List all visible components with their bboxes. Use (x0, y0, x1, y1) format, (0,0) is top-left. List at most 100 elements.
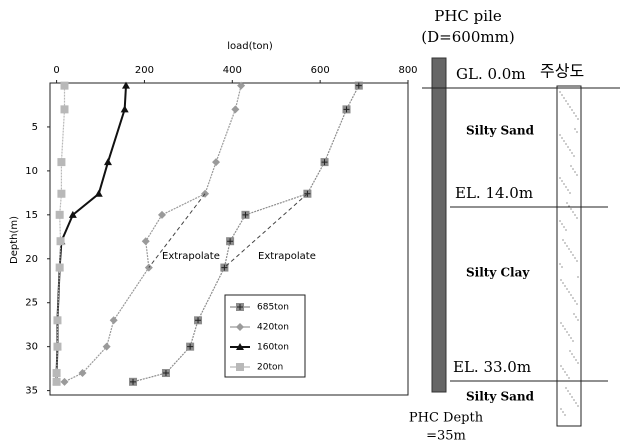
dot (576, 260, 577, 261)
dot (559, 134, 560, 135)
dot (571, 353, 572, 354)
dot (573, 112, 574, 113)
point (60, 378, 68, 386)
dot (577, 118, 578, 119)
dot (565, 387, 566, 388)
point (231, 105, 239, 113)
dot (565, 100, 566, 101)
dot (560, 279, 561, 280)
dot (572, 211, 573, 212)
dot (571, 109, 572, 110)
dot (570, 165, 571, 166)
dot (569, 350, 570, 351)
dot (574, 128, 575, 129)
level-label: EL. 33.0m (453, 358, 531, 376)
y-tick-label: 30 (25, 342, 38, 353)
log-title: 주상도 (540, 62, 584, 81)
level-label: GL. 0.0m (456, 65, 526, 83)
dot (572, 168, 573, 169)
point (57, 190, 65, 198)
dot (569, 192, 570, 193)
dot (560, 408, 561, 409)
dot (566, 202, 567, 203)
x-tick-label: 800 (398, 65, 417, 76)
dot (574, 257, 575, 258)
point (121, 105, 129, 112)
y-tick-label: 5 (32, 122, 38, 133)
x-tick-label: 0 (53, 65, 59, 76)
dot (563, 183, 564, 184)
dot (564, 285, 565, 286)
dot (566, 374, 567, 375)
dot (564, 371, 565, 372)
dot (576, 303, 577, 304)
legend-label: 420ton (257, 323, 289, 333)
y-tick-label: 10 (25, 166, 38, 177)
dot (559, 91, 560, 92)
dot (575, 316, 576, 317)
dot (573, 356, 574, 357)
boring-log (557, 86, 581, 426)
dot (569, 393, 570, 394)
dot (573, 155, 574, 156)
dot (562, 282, 563, 283)
dot (572, 297, 573, 298)
depth-title: PHC Depth (409, 411, 484, 426)
layer-label: Silty Clay (466, 266, 530, 280)
series-line (64, 86, 241, 382)
point (57, 158, 65, 166)
chart: load(ton) Depth(m) Extrapolate Extrapola… (0, 0, 621, 445)
page: {"chart_data": {"type": "line", "x_label… (0, 0, 621, 445)
dot (565, 186, 566, 187)
dot (576, 174, 577, 175)
y-tick-label: 20 (25, 254, 38, 265)
dot (561, 266, 562, 267)
legend-label: 160ton (257, 343, 289, 353)
dot (562, 411, 563, 412)
dot (575, 402, 576, 403)
dot (573, 313, 574, 314)
dot (577, 405, 578, 406)
dot (571, 396, 572, 397)
pile-title: PHC pile (434, 7, 502, 25)
dot (559, 177, 560, 178)
dot (572, 340, 573, 341)
point (57, 237, 65, 245)
dot (574, 300, 575, 301)
point (110, 316, 118, 324)
dot (562, 368, 563, 369)
point (56, 211, 64, 219)
dot (574, 214, 575, 215)
y-tick-label: 15 (25, 210, 38, 221)
dot (563, 140, 564, 141)
dot (567, 390, 568, 391)
dot (565, 229, 566, 230)
dot (560, 365, 561, 366)
y-axis-title: Depth(m) (9, 216, 20, 264)
point (104, 158, 112, 165)
level-label: EL. 14.0m (455, 184, 533, 202)
point (158, 211, 166, 219)
dot (567, 189, 568, 190)
point (53, 316, 61, 324)
dot (575, 115, 576, 116)
dot (560, 322, 561, 323)
dot (561, 94, 562, 95)
layer-label: Silty Sand (466, 124, 535, 138)
dot (570, 208, 571, 209)
x-tick-label: 400 (223, 65, 242, 76)
point (142, 237, 150, 245)
layer-label: Silty Sand (466, 390, 535, 404)
dot (562, 239, 563, 240)
dot (577, 319, 578, 320)
dot (561, 137, 562, 138)
dot (568, 248, 569, 249)
depth-value: =35m (426, 429, 466, 444)
dot (563, 97, 564, 98)
x-tick-label: 600 (311, 65, 330, 76)
dot (567, 146, 568, 147)
dot (577, 362, 578, 363)
dot (569, 106, 570, 107)
point (95, 190, 103, 197)
dot (565, 143, 566, 144)
